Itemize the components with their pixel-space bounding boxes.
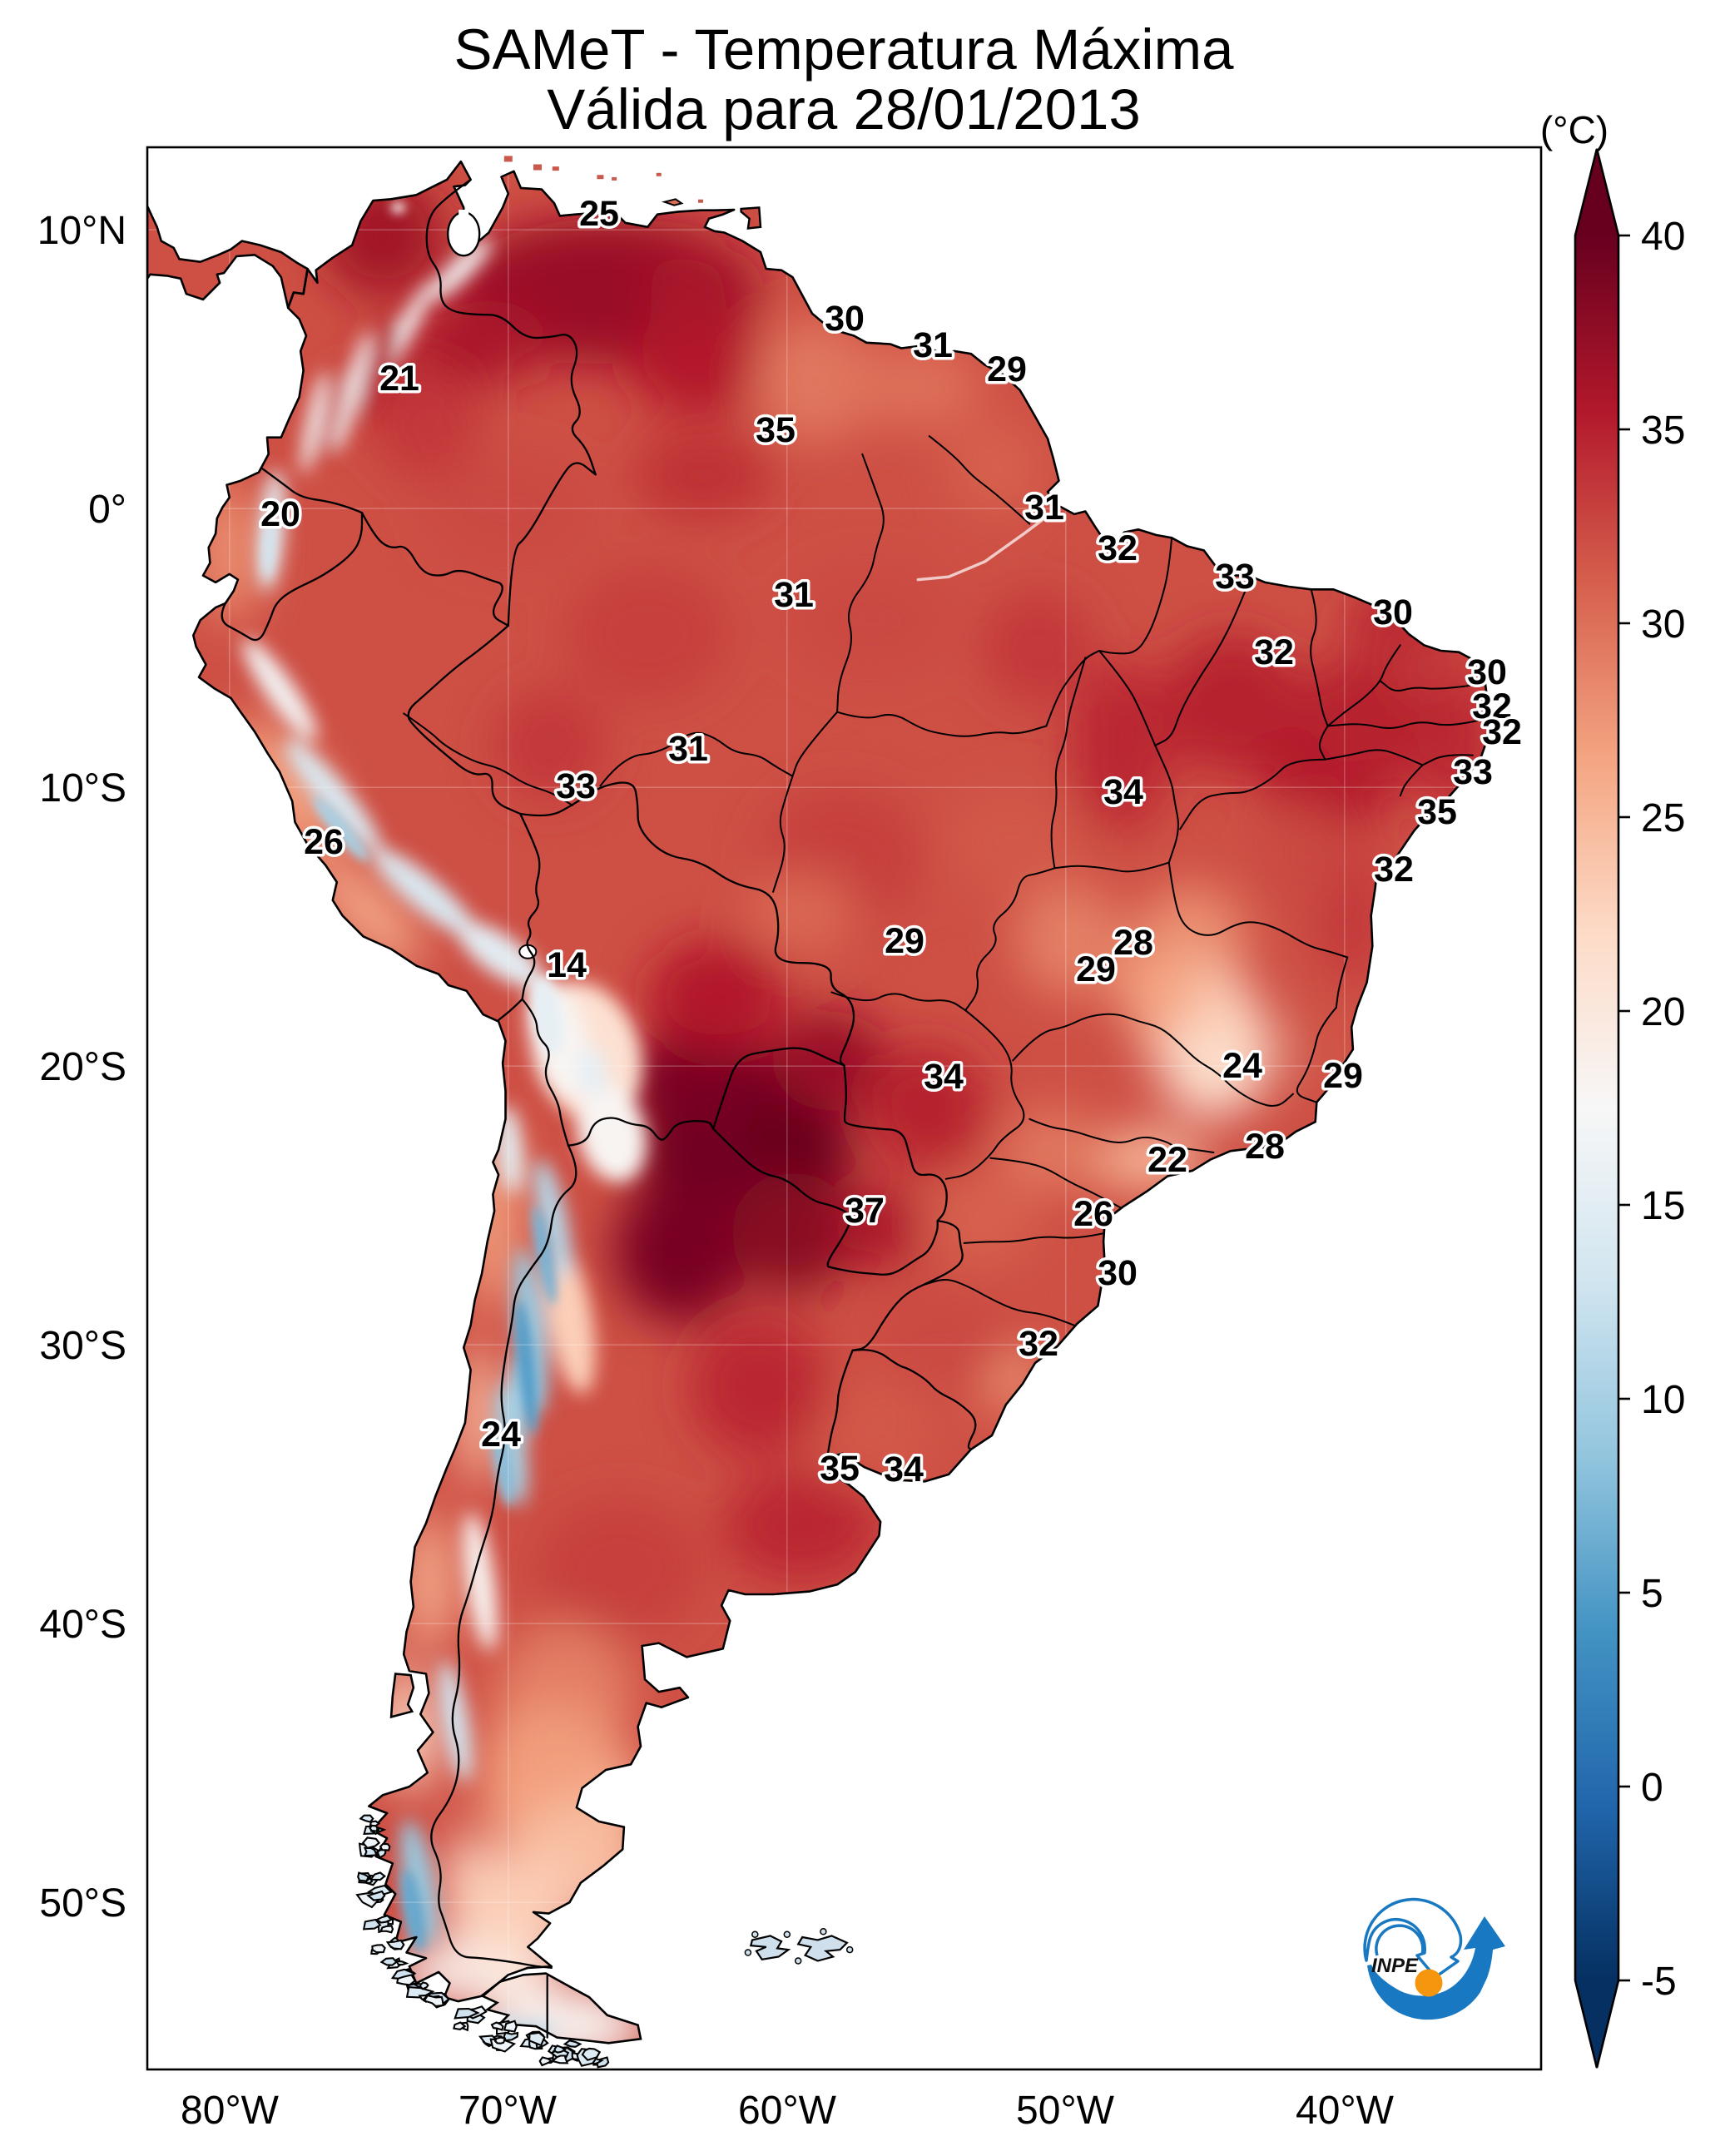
svg-text:24: 24	[481, 1415, 521, 1455]
svg-text:-5: -5	[1641, 1960, 1677, 2004]
svg-text:5: 5	[1641, 1572, 1663, 1616]
svg-text:50°S: 50°S	[39, 1881, 126, 1926]
svg-text:15: 15	[1641, 1184, 1685, 1228]
svg-text:20°S: 20°S	[39, 1045, 126, 1089]
svg-text:40: 40	[1641, 215, 1685, 259]
svg-text:29: 29	[1323, 1056, 1363, 1096]
svg-text:34: 34	[924, 1057, 964, 1097]
svg-text:INPE: INPE	[1371, 1955, 1419, 1977]
svg-text:31: 31	[774, 575, 814, 615]
svg-text:32: 32	[1254, 632, 1294, 672]
svg-text:31: 31	[913, 325, 953, 365]
svg-text:SAMeT - Temperatura Máxima: SAMeT - Temperatura Máxima	[454, 17, 1235, 82]
svg-text:14: 14	[547, 945, 587, 985]
svg-text:29: 29	[885, 921, 924, 961]
svg-text:35: 35	[756, 410, 796, 450]
svg-text:31: 31	[1024, 488, 1064, 528]
svg-text:10°S: 10°S	[39, 766, 126, 810]
svg-text:29: 29	[987, 349, 1027, 389]
svg-text:26: 26	[304, 822, 344, 862]
svg-text:34: 34	[1103, 772, 1143, 812]
svg-text:30: 30	[1098, 1253, 1138, 1293]
svg-text:22: 22	[1147, 1140, 1187, 1180]
svg-text:40°S: 40°S	[39, 1603, 126, 1647]
svg-text:32: 32	[1472, 686, 1512, 726]
svg-text:20: 20	[1641, 990, 1685, 1034]
svg-text:35: 35	[820, 1449, 860, 1489]
svg-text:30: 30	[825, 299, 865, 339]
svg-text:32: 32	[1374, 850, 1414, 890]
svg-text:25: 25	[579, 194, 619, 234]
svg-text:34: 34	[884, 1450, 924, 1489]
svg-text:32: 32	[1019, 1324, 1058, 1364]
svg-text:70°W: 70°W	[459, 2089, 558, 2133]
svg-text:37: 37	[845, 1191, 885, 1231]
svg-text:80°W: 80°W	[181, 2089, 280, 2133]
svg-text:32: 32	[1098, 528, 1138, 568]
svg-text:28: 28	[1245, 1127, 1285, 1167]
svg-text:40°W: 40°W	[1296, 2089, 1395, 2133]
svg-text:0°: 0°	[88, 488, 126, 532]
svg-text:35: 35	[1641, 409, 1685, 453]
svg-text:21: 21	[379, 359, 419, 399]
svg-text:31: 31	[668, 729, 708, 769]
svg-text:10: 10	[1641, 1378, 1685, 1422]
svg-text:30: 30	[1467, 652, 1507, 692]
svg-text:30: 30	[1373, 592, 1413, 632]
svg-text:28: 28	[1113, 923, 1153, 963]
svg-text:33: 33	[556, 766, 596, 806]
svg-text:30: 30	[1641, 602, 1685, 647]
svg-text:33: 33	[1215, 557, 1255, 597]
svg-text:50°W: 50°W	[1016, 2089, 1115, 2133]
svg-text:60°W: 60°W	[738, 2089, 837, 2133]
svg-text:0: 0	[1641, 1766, 1663, 1810]
svg-text:35: 35	[1417, 792, 1457, 832]
svg-text:20: 20	[260, 494, 300, 534]
svg-text:10°N: 10°N	[37, 209, 126, 253]
svg-text:25: 25	[1641, 796, 1685, 840]
svg-text:29: 29	[1076, 949, 1116, 989]
svg-text:24: 24	[1222, 1046, 1262, 1086]
svg-text:(°C): (°C)	[1540, 108, 1608, 151]
svg-text:26: 26	[1073, 1194, 1113, 1234]
svg-text:33: 33	[1453, 752, 1493, 792]
svg-text:32: 32	[1482, 712, 1522, 752]
svg-text:Válida para 28/01/2013: Válida para 28/01/2013	[547, 77, 1141, 141]
svg-text:30°S: 30°S	[39, 1324, 126, 1368]
